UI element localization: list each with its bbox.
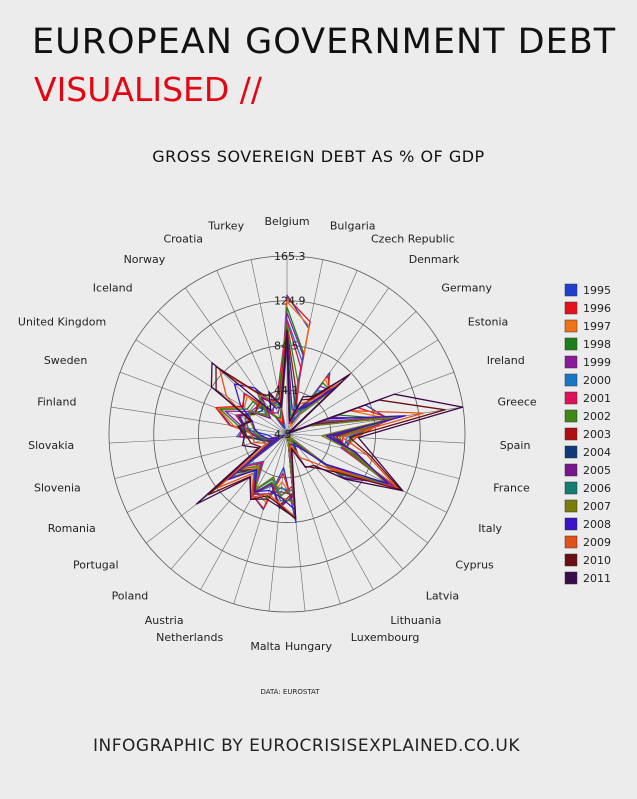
ring-label: 4.5 — [274, 428, 292, 441]
legend-label: 2009 — [583, 536, 611, 549]
axis-label: Portugal — [73, 558, 119, 571]
grid-spoke — [286, 433, 465, 444]
radar-series — [195, 294, 464, 524]
grid-spoke — [127, 433, 288, 513]
grid-spoke — [119, 371, 288, 435]
legend-swatch — [564, 337, 578, 351]
legend-swatch — [564, 445, 578, 459]
ring-label: 165.3 — [274, 250, 306, 263]
legend-swatch — [564, 301, 578, 315]
axis-label: United Kingdom — [18, 315, 106, 328]
legend-swatch — [564, 517, 578, 531]
legend-swatch — [564, 499, 578, 513]
legend-label: 2001 — [583, 392, 611, 405]
axis-label: Poland — [112, 590, 149, 603]
ring-label: 124.9 — [274, 295, 306, 308]
axis-label: Germany — [441, 281, 492, 294]
legend-label: 2010 — [583, 554, 611, 567]
footer-credit: INFOGRAPHIC BY EUROCRISISEXPLAINED.CO.UK — [93, 736, 520, 756]
page-subtitle: VISUALISED // — [34, 70, 263, 109]
legend-swatch — [564, 373, 578, 387]
axis-label: Austria — [145, 614, 184, 627]
grid-spoke — [170, 433, 288, 570]
legend-label: 2003 — [583, 428, 611, 441]
legend-swatch — [564, 463, 578, 477]
axis-label: Turkey — [207, 219, 244, 232]
legend-label: 2000 — [583, 374, 611, 387]
axis-label: Finland — [37, 396, 76, 409]
legend-label: 2006 — [583, 482, 611, 495]
axis-label: Netherlands — [156, 631, 223, 644]
axis-label: Norway — [124, 253, 166, 266]
axis-label: Slovenia — [34, 481, 81, 494]
grid-spoke — [233, 433, 288, 604]
legend-swatch — [564, 319, 578, 333]
legend-label: 1996 — [583, 302, 611, 315]
axis-label: Luxembourg — [351, 631, 420, 644]
legend-label: 2007 — [583, 500, 611, 513]
page-title: EUROPEAN GOVERNMENT DEBT — [32, 22, 617, 62]
ring-label: 84.5 — [274, 339, 299, 352]
grid-spoke — [286, 406, 463, 435]
axis-label: Denmark — [409, 253, 460, 266]
grid-spoke — [200, 433, 288, 590]
axis-label: Bulgaria — [330, 219, 376, 232]
grid-spoke — [286, 433, 404, 570]
ring-labels: 4.5 44.1 84.5 124.9 165.3 — [274, 250, 306, 441]
axis-label: Lithuania — [390, 614, 441, 627]
legend-label: 2004 — [583, 446, 611, 459]
legend-swatch — [564, 571, 578, 585]
axis-label: Slovakia — [28, 439, 74, 452]
legend-swatch — [564, 481, 578, 495]
chart-title: GROSS SOVEREIGN DEBT AS % OF GDP — [152, 147, 485, 166]
axis-label: Iceland — [93, 281, 133, 294]
axis-label: Latvia — [426, 590, 460, 603]
legend-label: 1995 — [583, 284, 611, 297]
legend-swatch — [564, 553, 578, 567]
axis-label: Romania — [48, 522, 96, 535]
grid-spoke — [286, 339, 439, 435]
axis-label: Czech Republic — [371, 232, 455, 245]
legend-swatch — [564, 409, 578, 423]
axis-label: Hungary — [285, 640, 332, 653]
series-2011 — [195, 329, 464, 519]
legend-label: 2005 — [583, 464, 611, 477]
legend-swatch — [564, 427, 578, 441]
axis-label: Italy — [478, 522, 502, 535]
axis-label: Estonia — [468, 315, 509, 328]
legend: 1995 1996 1997 1998 1999 2000 2001 2002 2003 2004… — [564, 283, 611, 585]
grid-spoke — [268, 433, 288, 612]
legend-swatch — [564, 535, 578, 549]
legend-label: 2008 — [583, 518, 611, 531]
axis-label: Greece — [498, 396, 537, 409]
legend-label: 2011 — [583, 572, 611, 585]
axis-label: Cyprus — [455, 558, 494, 571]
grid-spoke — [286, 433, 341, 604]
axis-label: Malta — [250, 640, 280, 653]
legend-label: 2002 — [583, 410, 611, 423]
grid-spoke — [111, 406, 288, 435]
legend-swatch — [564, 355, 578, 369]
legend-swatch — [564, 391, 578, 405]
ring-label: 44.1 — [274, 384, 299, 397]
axis-label: France — [493, 481, 530, 494]
legend-label: 1998 — [583, 338, 611, 351]
legend-label: 1997 — [583, 320, 611, 333]
grid-spoke — [286, 433, 447, 513]
axis-label: Sweden — [44, 354, 87, 367]
axis-label: Belgium — [264, 215, 309, 228]
grid-spoke — [114, 433, 288, 479]
legend-swatch — [564, 283, 578, 297]
axis-label: Croatia — [163, 232, 203, 245]
data-source: DATA: EUROSTAT — [260, 688, 320, 696]
grid-spoke — [286, 433, 460, 479]
axis-label: Spain — [500, 439, 531, 452]
grid-spoke — [286, 433, 374, 590]
legend-label: 1999 — [583, 356, 611, 369]
axis-label: Ireland — [487, 354, 525, 367]
